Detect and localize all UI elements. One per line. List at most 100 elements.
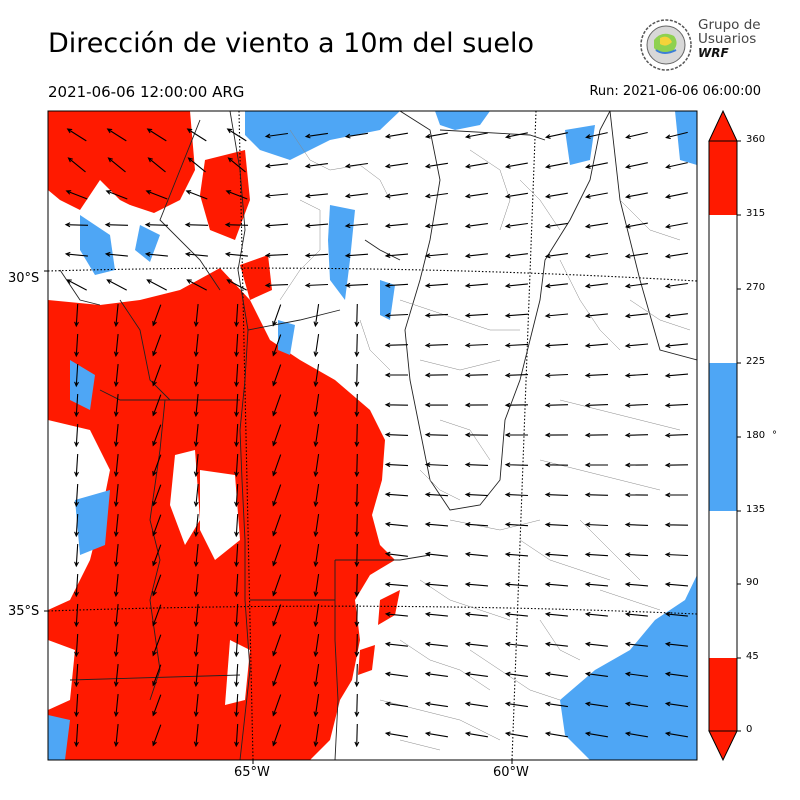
wind-arrow bbox=[264, 282, 289, 288]
wind-arrow bbox=[384, 283, 409, 288]
wind-arrow bbox=[313, 664, 320, 688]
wind-arrow bbox=[464, 342, 489, 348]
wind-arrow bbox=[74, 513, 79, 538]
wind-arrow bbox=[464, 611, 488, 617]
wind-arrow bbox=[384, 462, 409, 468]
wind-arrow bbox=[584, 402, 609, 408]
wind-arrow bbox=[354, 603, 360, 628]
wind-arrow bbox=[152, 424, 162, 447]
wind-arrow bbox=[313, 694, 320, 718]
logo-text: Grupo de Usuarios WRF bbox=[698, 18, 761, 60]
wind-arrow bbox=[104, 251, 128, 257]
colorbar-bin-315-360 bbox=[709, 141, 737, 215]
wind-arrow bbox=[66, 279, 87, 291]
wind-arrow bbox=[544, 343, 569, 348]
wind-arrow bbox=[64, 222, 89, 228]
wind-arrow bbox=[113, 454, 119, 478]
wind-arrow bbox=[354, 513, 360, 538]
wind-arrow bbox=[354, 633, 360, 658]
wind-arrow bbox=[464, 223, 488, 229]
wind-arrow bbox=[624, 192, 648, 199]
wind-arrow bbox=[664, 192, 688, 199]
wind-arrow bbox=[193, 664, 199, 688]
wind-arrow bbox=[74, 663, 79, 688]
wind-arrow bbox=[113, 604, 119, 628]
wind-arrow bbox=[272, 484, 282, 507]
wind-arrow bbox=[504, 132, 528, 139]
wind-arrow bbox=[344, 132, 368, 139]
wind-arrow bbox=[504, 522, 529, 527]
colorbar-tick-225: 225 bbox=[746, 356, 766, 367]
wind-arrow bbox=[504, 222, 528, 229]
wind-arrow bbox=[313, 394, 320, 418]
wind-arrow bbox=[152, 304, 162, 327]
wind-arrow bbox=[304, 163, 328, 169]
wind-arrow bbox=[304, 193, 328, 199]
wind-arrow bbox=[234, 423, 239, 448]
wind-arrow bbox=[504, 671, 528, 677]
colorbar-tick-180: 180 bbox=[746, 430, 766, 441]
wind-arrow bbox=[354, 363, 360, 388]
colorbar-bin-45-135 bbox=[709, 511, 737, 658]
wrf-globe-icon bbox=[640, 19, 692, 71]
wind-arrow bbox=[234, 393, 239, 418]
wind-arrow bbox=[234, 303, 239, 328]
wind-arrow bbox=[344, 162, 368, 169]
wind-arrow bbox=[272, 694, 282, 717]
wind-arrow bbox=[74, 423, 79, 448]
wind-arrow bbox=[272, 514, 282, 537]
wind-arrow bbox=[624, 252, 648, 259]
wind-arrow bbox=[74, 693, 79, 718]
colorbar-max-extend bbox=[708, 109, 738, 142]
wind-arrow bbox=[464, 492, 489, 498]
wind-arrow bbox=[544, 222, 568, 229]
wind-arrow bbox=[384, 521, 408, 527]
wind-arrow bbox=[464, 701, 488, 708]
wind-arrow bbox=[354, 483, 360, 508]
wind-arrow bbox=[234, 603, 239, 628]
wind-arrow bbox=[344, 193, 368, 199]
wind-arrow bbox=[152, 604, 162, 627]
page-title: Dirección de viento a 10m del suelo bbox=[48, 28, 535, 59]
wind-arrow bbox=[264, 163, 288, 169]
wind-arrow bbox=[152, 514, 162, 537]
wind-arrow bbox=[424, 283, 449, 289]
wind-arrow bbox=[464, 313, 489, 318]
wind-arrow bbox=[584, 222, 608, 229]
wind-arrow bbox=[313, 484, 320, 508]
colorbar-tick-315: 315 bbox=[746, 208, 766, 219]
wind-arrow bbox=[424, 731, 448, 738]
wind-arrow bbox=[234, 663, 239, 688]
colorbar-unit: ° bbox=[772, 430, 777, 441]
wind-arrow bbox=[67, 157, 86, 173]
wind-arrow bbox=[224, 251, 248, 257]
wind-arrow bbox=[234, 453, 239, 478]
wind-arrow bbox=[544, 162, 568, 169]
wind-arrow bbox=[464, 402, 489, 408]
wind-arrow bbox=[226, 279, 247, 291]
wind-arrow bbox=[624, 373, 649, 378]
wind-arrow bbox=[193, 364, 199, 388]
wind-arrow bbox=[624, 671, 648, 677]
wind-arrow bbox=[384, 162, 408, 169]
colorbar-bin-225-315 bbox=[709, 215, 737, 363]
wind-arrow bbox=[384, 611, 408, 617]
wind-arrow bbox=[664, 492, 688, 498]
wind-arrow bbox=[424, 312, 449, 318]
wind-arrow bbox=[384, 342, 409, 348]
wind-arrow bbox=[354, 453, 360, 478]
wind-arrow bbox=[152, 394, 162, 417]
wind-arrow bbox=[113, 304, 119, 328]
wind-arrow bbox=[504, 253, 528, 259]
wind-arrow bbox=[113, 544, 119, 568]
wind-arrow bbox=[424, 402, 449, 408]
wind-arrow bbox=[384, 223, 408, 229]
wind-arrow bbox=[544, 551, 569, 557]
wind-arrow bbox=[186, 128, 207, 142]
wind-arrow bbox=[624, 731, 648, 738]
wind-arrow bbox=[624, 283, 648, 289]
wind-arrow bbox=[584, 701, 608, 708]
wind-arrow bbox=[152, 334, 162, 357]
wind-arrow bbox=[384, 132, 408, 139]
